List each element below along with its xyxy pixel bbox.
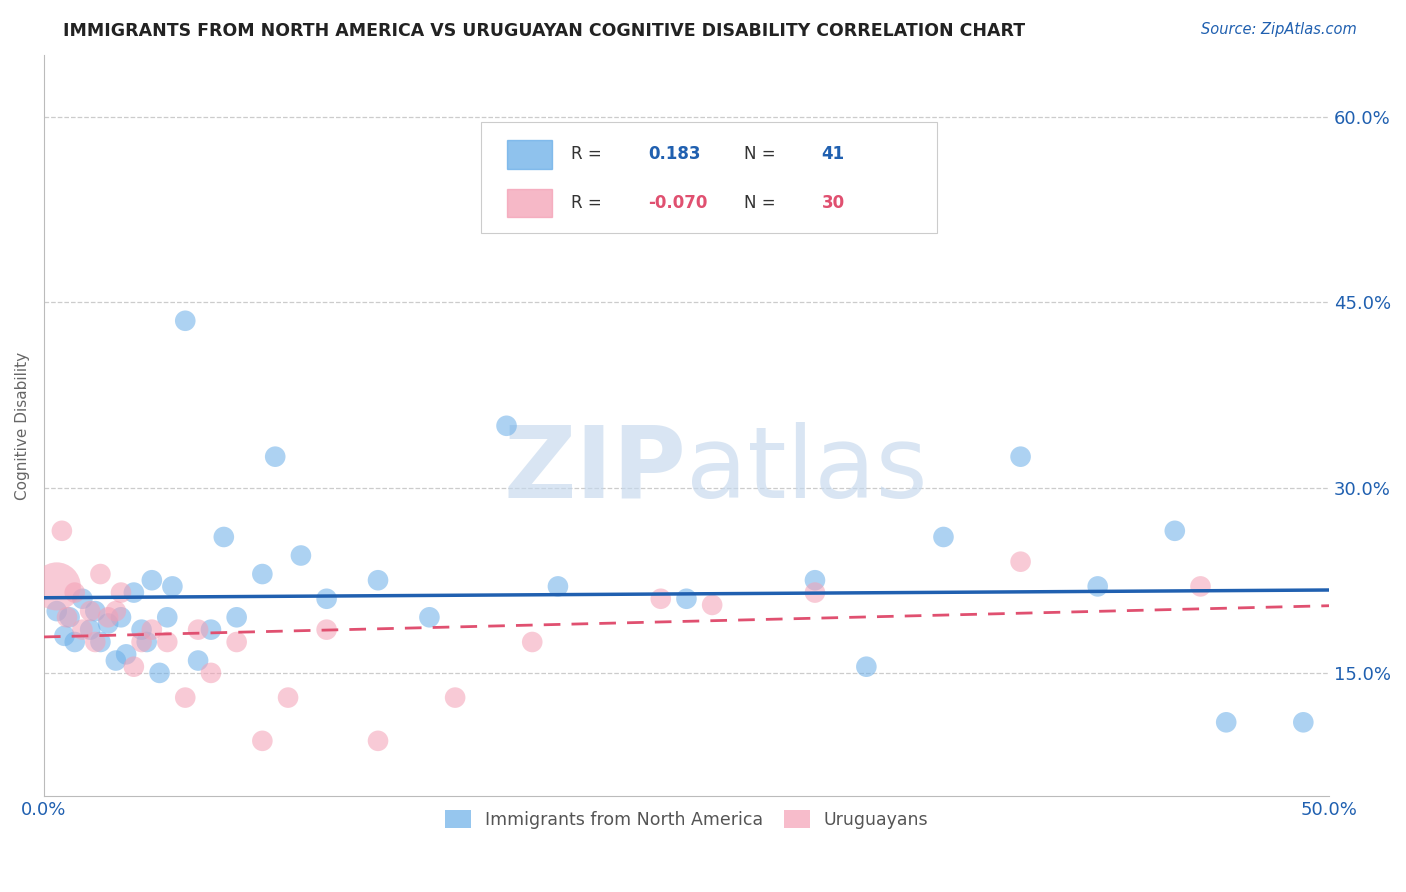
- Point: [315, 623, 337, 637]
- Point: [104, 654, 127, 668]
- Point: [156, 610, 179, 624]
- Point: [56, 610, 79, 624]
- Point: [45, 604, 67, 618]
- Point: [547, 579, 569, 593]
- Point: [650, 591, 672, 606]
- Point: [1010, 450, 1032, 464]
- Point: [225, 635, 247, 649]
- Bar: [506, 140, 551, 169]
- Text: IMMIGRANTS FROM NORTH AMERICA VS URUGUAYAN COGNITIVE DISABILITY CORRELATION CHAR: IMMIGRANTS FROM NORTH AMERICA VS URUGUAY…: [63, 22, 1025, 40]
- FancyBboxPatch shape: [481, 122, 936, 233]
- Point: [122, 585, 145, 599]
- Point: [122, 659, 145, 673]
- Bar: [506, 188, 551, 217]
- Point: [1189, 579, 1212, 593]
- Point: [51, 524, 73, 538]
- Point: [72, 623, 94, 637]
- Point: [804, 585, 827, 599]
- Point: [264, 450, 287, 464]
- Point: [418, 610, 440, 624]
- Point: [200, 623, 222, 637]
- Point: [89, 635, 111, 649]
- Point: [804, 573, 827, 587]
- Point: [79, 623, 101, 637]
- Point: [277, 690, 299, 705]
- Text: atlas: atlas: [686, 422, 928, 519]
- Text: N =: N =: [744, 145, 776, 163]
- Point: [174, 690, 197, 705]
- Legend: Immigrants from North America, Uruguayans: Immigrants from North America, Uruguayan…: [437, 804, 935, 836]
- Text: N =: N =: [744, 194, 776, 211]
- Point: [148, 665, 170, 680]
- Point: [131, 635, 153, 649]
- Point: [72, 591, 94, 606]
- Point: [522, 635, 544, 649]
- Point: [252, 734, 274, 748]
- Point: [1292, 715, 1315, 730]
- Point: [367, 734, 389, 748]
- Point: [110, 585, 132, 599]
- Point: [156, 635, 179, 649]
- Text: 41: 41: [821, 145, 845, 163]
- Point: [174, 314, 197, 328]
- Point: [131, 623, 153, 637]
- Point: [290, 549, 312, 563]
- Point: [110, 610, 132, 624]
- Point: [187, 654, 209, 668]
- Point: [702, 598, 724, 612]
- Point: [45, 579, 67, 593]
- Point: [58, 610, 80, 624]
- Point: [675, 591, 697, 606]
- Point: [97, 610, 120, 624]
- Text: R =: R =: [571, 194, 602, 211]
- Point: [53, 629, 76, 643]
- Point: [932, 530, 955, 544]
- Point: [187, 623, 209, 637]
- Point: [1087, 579, 1109, 593]
- Y-axis label: Cognitive Disability: Cognitive Disability: [15, 351, 30, 500]
- Point: [135, 635, 157, 649]
- Point: [1010, 555, 1032, 569]
- Point: [315, 591, 337, 606]
- Point: [162, 579, 184, 593]
- Point: [212, 530, 235, 544]
- Point: [63, 635, 86, 649]
- Point: [855, 659, 877, 673]
- Text: ZIP: ZIP: [503, 422, 686, 519]
- Point: [97, 616, 120, 631]
- Point: [141, 573, 163, 587]
- Point: [89, 567, 111, 582]
- Point: [225, 610, 247, 624]
- Point: [200, 665, 222, 680]
- Text: Source: ZipAtlas.com: Source: ZipAtlas.com: [1201, 22, 1357, 37]
- Point: [84, 635, 107, 649]
- Text: R =: R =: [571, 145, 602, 163]
- Point: [444, 690, 467, 705]
- Point: [367, 573, 389, 587]
- Point: [495, 418, 517, 433]
- Point: [1215, 715, 1237, 730]
- Text: 30: 30: [821, 194, 845, 211]
- Point: [104, 604, 127, 618]
- Point: [115, 648, 138, 662]
- Point: [141, 623, 163, 637]
- Point: [1164, 524, 1187, 538]
- Text: -0.070: -0.070: [648, 194, 707, 211]
- Point: [84, 604, 107, 618]
- Point: [79, 604, 101, 618]
- Text: 0.183: 0.183: [648, 145, 700, 163]
- Point: [63, 585, 86, 599]
- Point: [252, 567, 274, 582]
